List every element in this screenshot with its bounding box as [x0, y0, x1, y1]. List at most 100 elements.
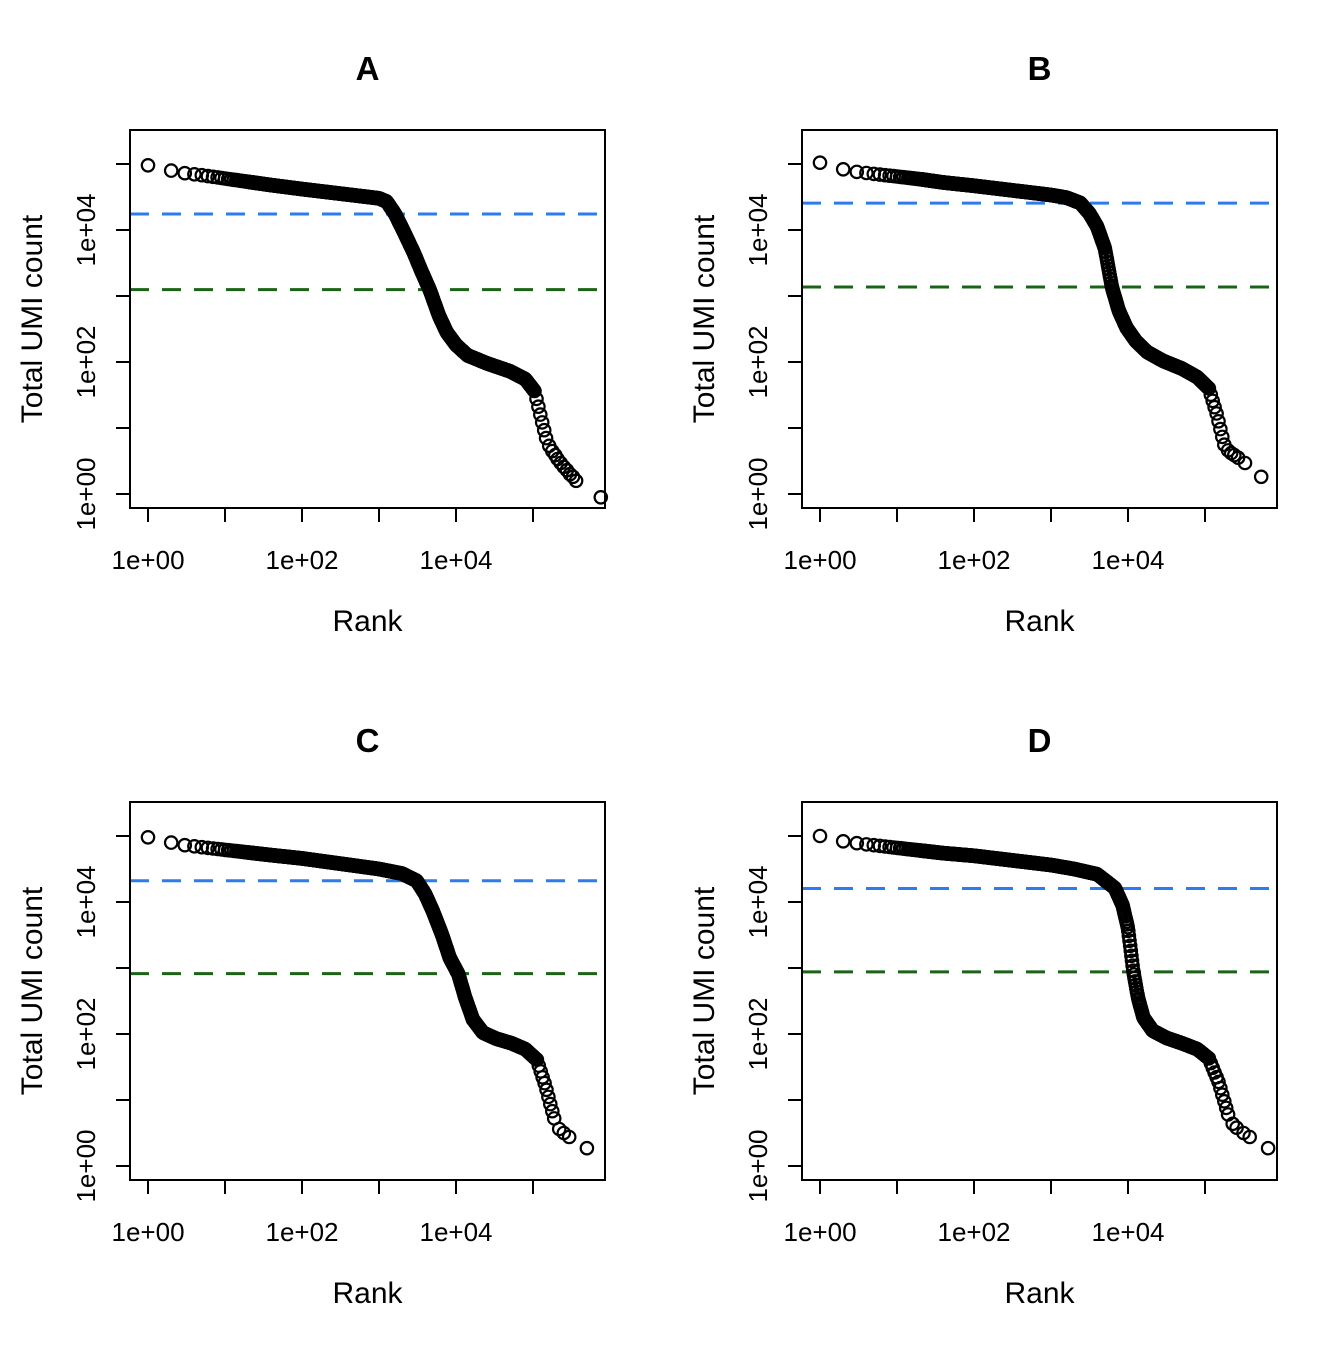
data-point	[1213, 421, 1228, 437]
data-point	[1211, 1074, 1226, 1090]
x-tick-label: 1e+02	[937, 545, 1010, 575]
y-tick-label: 1e+02	[743, 997, 773, 1070]
data-point	[532, 407, 548, 422]
data-point	[551, 1121, 567, 1137]
data-point	[1253, 469, 1269, 485]
data-point	[187, 167, 202, 182]
data-point	[1124, 953, 1140, 969]
knee-plot-b: 1e+00 1e+02 1e+04 1e+00 1e+02 1e+04 B Rank To…	[688, 50, 1278, 638]
axes: 1e+00 1e+02 1e+04 1e+00 1e+02 1e+04	[71, 834, 535, 1247]
axes: 1e+00 1e+02 1e+04 1e+00 1e+02 1e+04	[743, 162, 1207, 575]
data-point	[1214, 429, 1230, 445]
x-axis-title: Rank	[332, 605, 403, 638]
panel-title-a: A	[356, 50, 380, 87]
data-point	[872, 838, 888, 854]
data-point	[537, 1075, 552, 1091]
data-point	[1209, 406, 1224, 421]
y-tick-label: 1e+00	[743, 457, 773, 530]
data-point	[561, 1129, 577, 1145]
y-tick-label: 1e+02	[71, 997, 101, 1070]
data-point	[200, 840, 216, 856]
data-point	[859, 165, 874, 181]
y-tick-label: 1e+04	[71, 865, 101, 938]
data-point	[1120, 923, 1136, 939]
data-point	[859, 837, 874, 852]
y-tick-label: 1e+04	[743, 865, 773, 938]
data-point	[177, 165, 193, 181]
knee-plot-d: 1e+00 1e+02 1e+04 1e+00 1e+02 1e+04 D Rank To…	[688, 722, 1278, 1310]
x-tick-label: 1e+04	[419, 545, 492, 575]
data-point	[1122, 933, 1137, 949]
data-point	[1242, 1129, 1257, 1145]
y-tick-label: 1e+02	[743, 325, 773, 398]
y-tick-label: 1e+04	[71, 193, 101, 266]
axes: 1e+00 1e+02 1e+04 1e+00 1e+02 1e+04	[743, 834, 1207, 1247]
data-point	[534, 415, 550, 430]
data-point	[1122, 938, 1138, 954]
points-layer	[140, 158, 609, 505]
x-tick-label: 1e+00	[784, 545, 857, 575]
data-point	[1205, 393, 1220, 409]
data-point	[1207, 399, 1222, 415]
x-tick-label: 1e+04	[1091, 1217, 1164, 1247]
data-point	[163, 835, 179, 850]
knee-plot-a: 1e+00 1e+02 1e+04 1e+00 1e+02 1e+04 A Rank To…	[16, 50, 609, 638]
data-point	[565, 469, 581, 485]
data-point	[849, 164, 865, 180]
threshold-lines	[802, 201, 1277, 289]
x-tick-label: 1e+00	[112, 1217, 185, 1247]
data-point	[536, 422, 552, 438]
data-point	[542, 1096, 558, 1112]
points-layer	[140, 830, 595, 1156]
data-point	[835, 162, 851, 177]
data-point	[872, 167, 888, 182]
x-tick-label: 1e+02	[265, 1217, 338, 1247]
data-point	[531, 399, 546, 414]
data-point	[1201, 381, 1217, 396]
data-point	[1216, 1093, 1232, 1109]
plot-frame	[801, 801, 1278, 1181]
data-point	[812, 828, 828, 844]
data-point	[568, 473, 584, 489]
data-point	[539, 1082, 554, 1098]
data-point	[1121, 928, 1137, 944]
data-point	[1237, 455, 1253, 471]
data-point	[527, 383, 542, 399]
x-tick-label: 1e+02	[265, 545, 338, 575]
plot-layers-b: 1e+00 1e+02 1e+04 1e+00 1e+02 1e+04	[743, 129, 1278, 575]
data-point	[140, 830, 156, 845]
panel-title-b: B	[1028, 50, 1052, 87]
x-tick-label: 1e+04	[419, 1217, 492, 1247]
data-point	[593, 489, 609, 505]
x-tick-label: 1e+00	[112, 545, 185, 575]
panel-c: 1e+00 1e+02 1e+04 1e+00 1e+02 1e+04 C Rank To…	[0, 672, 672, 1344]
threshold-lines	[130, 879, 605, 976]
data-point	[579, 1140, 595, 1156]
y-axis-title: Total UMI count	[688, 214, 721, 423]
data-point	[835, 834, 851, 849]
panel-title-c: C	[356, 722, 380, 759]
data-point	[544, 1103, 560, 1119]
y-tick-label: 1e+02	[71, 325, 101, 398]
data-point	[187, 839, 202, 854]
y-tick-label: 1e+04	[743, 193, 773, 266]
data-point	[1225, 1116, 1240, 1132]
y-axis-title: Total UMI count	[16, 886, 49, 1095]
data-point	[1214, 1087, 1230, 1102]
y-axis-title: Total UMI count	[688, 886, 721, 1095]
data-point	[1213, 1080, 1228, 1096]
data-point	[1218, 1100, 1234, 1116]
data-point	[140, 158, 156, 173]
plot-frame	[129, 129, 606, 509]
panel-a: 1e+00 1e+02 1e+04 1e+00 1e+02 1e+04 A Rank To…	[0, 0, 672, 672]
data-point	[1203, 387, 1219, 402]
threshold-lines	[130, 212, 605, 292]
y-tick-label: 1e+00	[71, 1129, 101, 1202]
data-point	[200, 168, 216, 184]
panel-d: 1e+00 1e+02 1e+04 1e+00 1e+02 1e+04 D Rank To…	[672, 672, 1344, 1344]
x-axis-title: Rank	[332, 1277, 403, 1310]
y-tick-label: 1e+00	[71, 457, 101, 530]
panel-b: 1e+00 1e+02 1e+04 1e+00 1e+02 1e+04 B Rank To…	[672, 0, 1344, 672]
plot-frame	[129, 801, 606, 1181]
